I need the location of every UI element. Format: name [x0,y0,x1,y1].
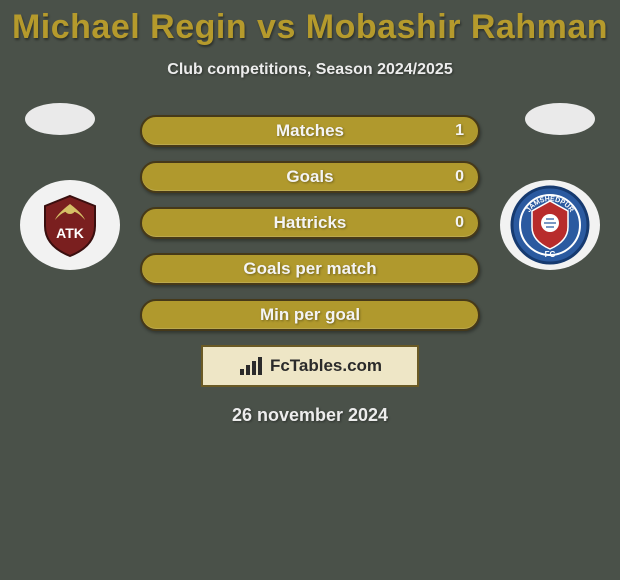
svg-text:FC: FC [545,250,556,259]
svg-text:ATK: ATK [56,225,84,241]
stat-label: Goals per match [142,255,478,283]
stat-value-right: 1 [455,117,464,145]
branding-text: FcTables.com [270,356,382,376]
page-title: Michael Regin vs Mobashir Rahman [0,0,620,47]
stat-value-right: 0 [455,209,464,237]
subtitle: Club competitions, Season 2024/2025 [0,61,620,79]
stat-label: Matches [142,117,478,145]
stat-label: Hattricks [142,209,478,237]
left-jersey [25,103,95,135]
bars-logo-icon [238,355,264,377]
stat-row: Goals 0 [140,161,480,193]
left-club-badge: ATK [20,180,120,270]
stat-row: Hattricks 0 [140,207,480,239]
branding-box: FcTables.com [201,345,419,387]
right-jersey [525,103,595,135]
stat-label: Min per goal [142,301,478,329]
right-club-badge: JAMSHEDPUR FC [500,180,600,270]
date-text: 26 november 2024 [0,405,620,426]
stat-row: Min per goal [140,299,480,331]
stat-bars: Matches 1 Goals 0 Hattricks 0 Goals per … [140,115,480,331]
atk-crest-icon: ATK [35,190,105,260]
jamshedpur-crest-icon: JAMSHEDPUR FC [508,183,592,267]
stat-row: Goals per match [140,253,480,285]
comparison-chart: ATK JAMSHEDPUR FC Matches 1 Goals 0 Hatt… [0,115,620,426]
stat-label: Goals [142,163,478,191]
stat-value-right: 0 [455,163,464,191]
stat-row: Matches 1 [140,115,480,147]
